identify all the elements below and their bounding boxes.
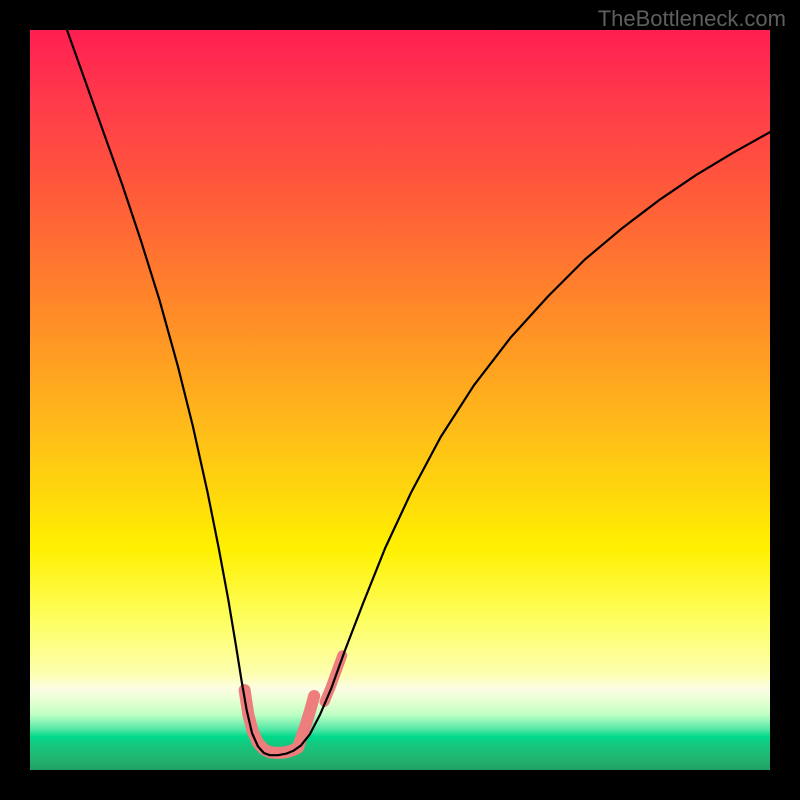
highlight-segments (245, 655, 343, 753)
bottleneck-curve (67, 30, 770, 755)
plot-area (30, 30, 770, 770)
watermark-text: TheBottleneck.com (598, 6, 786, 32)
chart-curve-layer (30, 30, 770, 770)
